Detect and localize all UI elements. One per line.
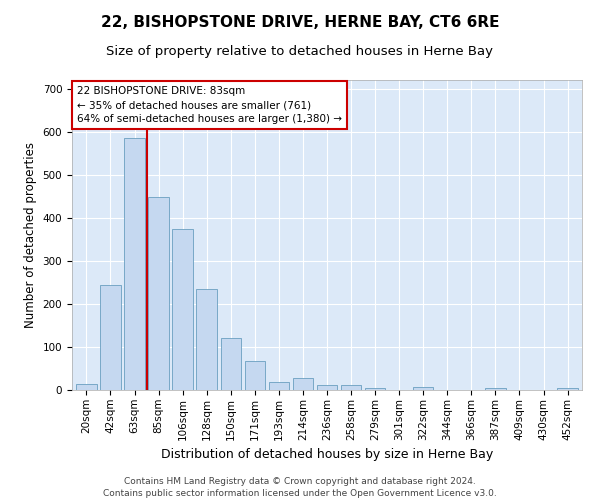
- Text: 22, BISHOPSTONE DRIVE, HERNE BAY, CT6 6RE: 22, BISHOPSTONE DRIVE, HERNE BAY, CT6 6R…: [101, 15, 499, 30]
- Bar: [100, 284, 121, 390]
- Bar: [557, 388, 578, 390]
- Bar: [269, 382, 289, 390]
- Bar: [485, 388, 506, 390]
- Bar: [365, 388, 385, 390]
- Bar: [293, 378, 313, 390]
- Bar: [196, 289, 217, 390]
- Bar: [124, 138, 145, 390]
- Bar: [317, 385, 337, 390]
- Bar: [76, 384, 97, 390]
- Bar: [221, 338, 241, 390]
- Text: Contains HM Land Registry data © Crown copyright and database right 2024.
Contai: Contains HM Land Registry data © Crown c…: [103, 476, 497, 498]
- Bar: [341, 386, 361, 390]
- Text: Size of property relative to detached houses in Herne Bay: Size of property relative to detached ho…: [107, 45, 493, 58]
- X-axis label: Distribution of detached houses by size in Herne Bay: Distribution of detached houses by size …: [161, 448, 493, 461]
- Bar: [413, 386, 433, 390]
- Text: 22 BISHOPSTONE DRIVE: 83sqm
← 35% of detached houses are smaller (761)
64% of se: 22 BISHOPSTONE DRIVE: 83sqm ← 35% of det…: [77, 86, 342, 124]
- Bar: [172, 230, 193, 390]
- Bar: [245, 360, 265, 390]
- Bar: [148, 197, 169, 390]
- Y-axis label: Number of detached properties: Number of detached properties: [24, 142, 37, 328]
